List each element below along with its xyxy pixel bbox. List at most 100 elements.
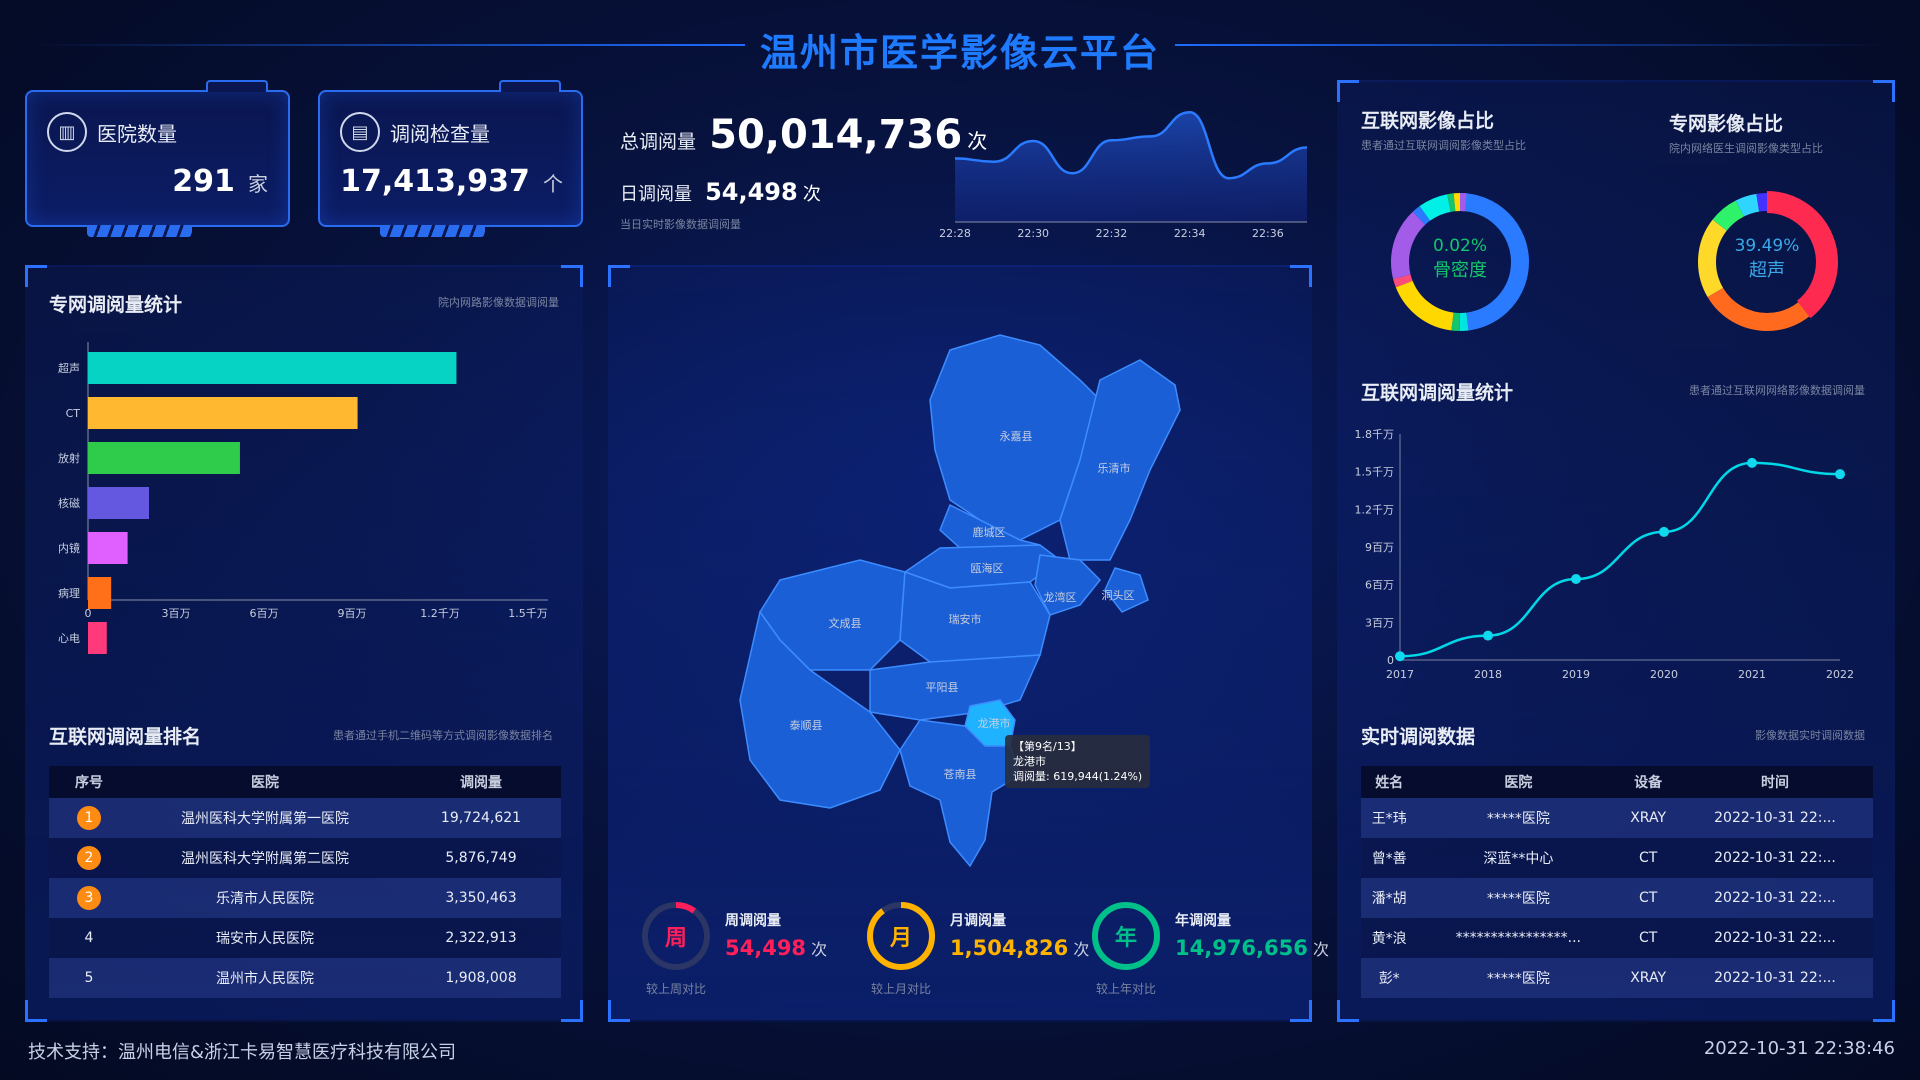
donut-slice[interactable] xyxy=(1391,193,1529,331)
card-unit: 个 xyxy=(543,172,563,196)
realtime-area-chart: 22:28 22:30 22:32 22:34 22:36 xyxy=(939,111,1308,240)
donut1-subtitle: 患者通过互联网调阅影像类型占比 xyxy=(1361,139,1526,152)
period-unit: 次 xyxy=(811,940,828,959)
realtime-row[interactable]: 王*玮 *****医院 XRAY 2022-10-31 22:... xyxy=(1361,798,1873,838)
donut-slice[interactable] xyxy=(1698,193,1836,331)
rank-count: 19,724,621 xyxy=(401,798,561,838)
rank-number: 3 xyxy=(49,878,129,918)
rank-header: 序号 xyxy=(49,766,129,798)
rank-hospital: 乐清市人民医院 xyxy=(129,878,401,918)
series-line xyxy=(1399,461,1841,658)
line-chart-subtitle: 患者通过互联网网络影像数据调阅量 xyxy=(1689,384,1865,397)
donut-slice[interactable] xyxy=(1698,193,1836,331)
rt-device: XRAY xyxy=(1619,958,1677,998)
bar xyxy=(88,577,112,609)
daily-note: 当日实时影像数据调阅量 xyxy=(620,218,741,231)
realtime-row[interactable]: 潘*胡 *****医院 CT 2022-10-31 22:... xyxy=(1361,878,1873,918)
rank-row[interactable]: 1 温州医科大学附属第一医院 19,724,621 xyxy=(49,798,561,838)
daily-value: 54,498 xyxy=(705,178,798,206)
realtime-row[interactable]: 曾*善 深蓝**中心 CT 2022-10-31 22:... xyxy=(1361,838,1873,878)
daily-views: 日调阅量 54,498 次 xyxy=(620,178,821,206)
card-value: 291 xyxy=(172,164,235,199)
x-tick-label: 1.5千万 xyxy=(508,607,548,620)
donut-slice[interactable] xyxy=(1391,193,1529,331)
rt-name: 王*玮 xyxy=(1361,798,1418,838)
rt-time: 2022-10-31 22:... xyxy=(1676,918,1873,958)
rank-badge: 1 xyxy=(77,806,101,830)
data-point[interactable] xyxy=(1483,630,1493,641)
rt-name: 潘*胡 xyxy=(1361,878,1418,918)
total-unit: 次 xyxy=(967,129,988,153)
rank-row[interactable]: 5 温州市人民医院 1,908,008 xyxy=(49,958,561,998)
realtime-row[interactable]: 黄*浪 ****************... CT 2022-10-31 22:..… xyxy=(1361,918,1873,958)
data-point[interactable] xyxy=(1747,457,1757,468)
rt-time: 2022-10-31 22:... xyxy=(1676,878,1873,918)
realtime-row[interactable]: 彭* *****医院 XRAY 2022-10-31 22:... xyxy=(1361,958,1873,998)
internet-views-line-chart: 0 3百万 6百万 9百万 1.2千万 1.5千万 1.8千万 2017 2018 2019 202… xyxy=(1355,428,1855,681)
period-compare: 较上年对比 xyxy=(1095,982,1156,996)
x-tick-label: 2018 xyxy=(1474,668,1502,681)
hospital-icon: ▥ xyxy=(47,112,87,152)
period-label: 周调阅量 xyxy=(725,913,781,929)
rt-header: 姓名 xyxy=(1361,766,1418,798)
data-point[interactable] xyxy=(1835,469,1845,480)
rt-hospital: *****医院 xyxy=(1417,878,1620,918)
x-tick-label: 22:28 xyxy=(939,227,971,240)
period-compare: 较上周对比 xyxy=(645,982,706,996)
rt-hospital: *****医院 xyxy=(1417,958,1620,998)
bar xyxy=(88,397,358,429)
title-line-left xyxy=(30,44,745,46)
donut2-name: 超声 xyxy=(1749,260,1785,281)
period-label: 年调阅量 xyxy=(1175,913,1231,929)
y-tick-label: 9百万 xyxy=(1365,541,1394,554)
donut2-center: 39.49% 超声 xyxy=(1717,236,1817,282)
x-tick-label: 2017 xyxy=(1386,668,1414,681)
data-point[interactable] xyxy=(1571,574,1581,585)
rank-row[interactable]: 2 温州医科大学附属第二医院 5,876,749 xyxy=(49,838,561,878)
rank-number: 1 xyxy=(49,798,129,838)
x-tick-label: 6百万 xyxy=(250,607,279,620)
x-tick-label: 22:36 xyxy=(1252,227,1284,240)
y-tick-label: 3百万 xyxy=(1365,616,1394,629)
y-tick-label: 6百万 xyxy=(1365,579,1394,592)
line-chart-title: 互联网调阅量统计 xyxy=(1361,382,1514,404)
category-label: 核磁 xyxy=(58,496,80,510)
bar xyxy=(88,532,128,564)
rt-header: 时间 xyxy=(1676,766,1873,798)
rank-no: 4 xyxy=(84,930,94,946)
donut-slice[interactable] xyxy=(1698,193,1836,331)
rt-name: 曾*善 xyxy=(1361,838,1418,878)
data-point[interactable] xyxy=(1395,651,1405,662)
x-tick-label: 0 xyxy=(85,607,92,620)
rank-number: 2 xyxy=(49,838,129,878)
category-label: 病理 xyxy=(58,586,80,600)
daily-unit: 次 xyxy=(802,184,821,205)
y-tick-label: 1.5千万 xyxy=(1355,466,1395,479)
rank-row[interactable]: 4 瑞安市人民医院 2,322,913 xyxy=(49,918,561,958)
donut-slice[interactable] xyxy=(1391,193,1529,331)
realtime-subtitle: 影像数据实时调阅数据 xyxy=(1755,729,1865,742)
total-label: 总调阅量 xyxy=(620,131,697,153)
donut1-title: 互联网影像占比 xyxy=(1361,110,1495,132)
area-fill xyxy=(955,112,1307,222)
category-label: 内镜 xyxy=(58,541,80,555)
data-point[interactable] xyxy=(1659,526,1669,537)
realtime-title: 实时调阅数据 xyxy=(1361,726,1476,748)
period-ring xyxy=(1092,902,1160,970)
tooltip-rank: 【第9名/13】 xyxy=(1013,740,1082,753)
x-tick-label: 2020 xyxy=(1650,668,1678,681)
rank-number: 4 xyxy=(49,918,129,958)
donut2-title: 专网影像占比 xyxy=(1669,113,1784,135)
rank-badge: 3 xyxy=(77,886,101,910)
x-tick-label: 2019 xyxy=(1562,668,1590,681)
tooltip-name: 龙港市 xyxy=(1013,755,1046,768)
rank-row[interactable]: 3 乐清市人民医院 3,350,463 xyxy=(49,878,561,918)
rank-header: 调阅量 xyxy=(401,766,561,798)
right-panel: 互联网影像占比 患者通过互联网调阅影像类型占比 专网影像占比 院内网络医生调阅影… xyxy=(1337,80,1895,1022)
period-stat: 周 较上周对比 周调阅量 54,498 次 xyxy=(640,900,870,1000)
card-label: 医院数量 xyxy=(97,122,177,146)
bar-chart-subtitle: 院内网路影像数据调阅量 xyxy=(438,296,559,309)
card-unit: 家 xyxy=(248,172,268,196)
category-label: 超声 xyxy=(58,361,80,375)
